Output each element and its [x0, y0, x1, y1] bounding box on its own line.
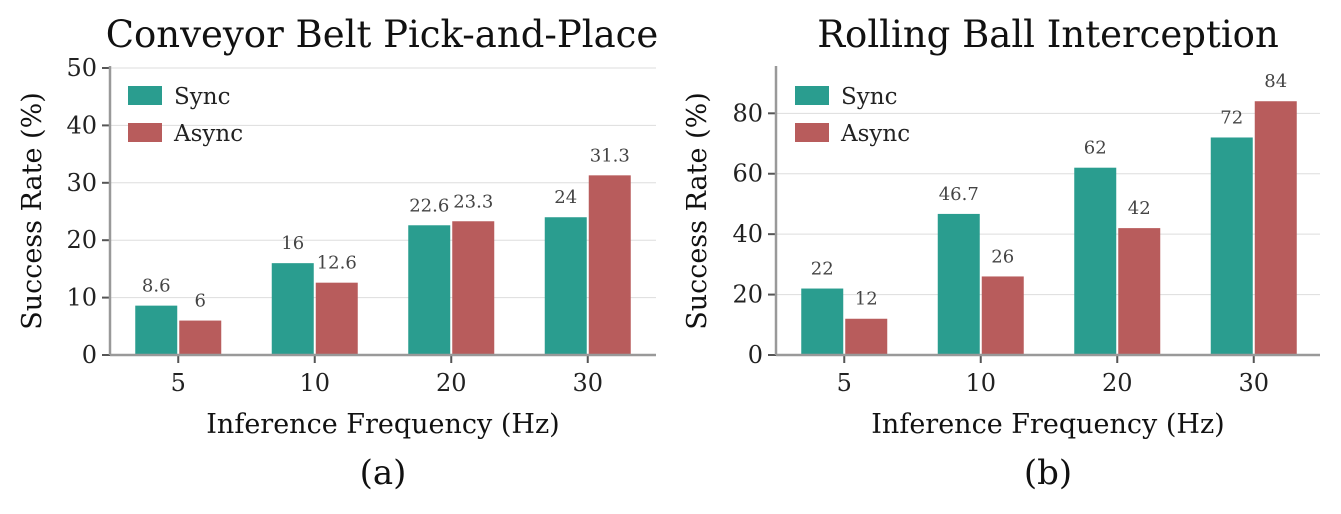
- chart-b-ytick-label: 60: [732, 160, 763, 188]
- chart-a-bar-async: [179, 320, 222, 355]
- chart-b-data-label: 84: [1264, 71, 1287, 92]
- chart-b-ytick-label: 0: [748, 341, 763, 369]
- chart-a-data-label: 31.3: [590, 145, 630, 166]
- chart-b-xtick-label: 20: [1102, 369, 1133, 397]
- chart-b-xtick-label: 30: [1238, 369, 1269, 397]
- chart-a-data-label: 16: [281, 233, 304, 254]
- chart-b-ytick-label: 40: [732, 220, 763, 248]
- chart-a-ytick-label: 30: [66, 169, 97, 197]
- chart-b-bar-sync: [937, 213, 980, 355]
- chart-b-data-label: 72: [1220, 107, 1243, 128]
- chart-b-data-label: 46.7: [939, 184, 979, 205]
- chart-b-legend-swatch-async: [795, 123, 829, 142]
- chart-b-bar-sync: [801, 288, 844, 355]
- chart-a-ylabel: Success Rate (%): [17, 92, 48, 330]
- panel-a: Conveyor Belt Pick-and-Place Inference F…: [17, 13, 658, 493]
- chart-b-legend-swatch-sync: [795, 86, 829, 105]
- chart-b-data-label: 12: [855, 289, 878, 310]
- chart-b-legend-label-sync: Sync: [841, 84, 897, 110]
- chart-b-ylabel: Success Rate (%): [682, 92, 713, 330]
- chart-b-title: Rolling Ball Interception: [817, 13, 1279, 56]
- chart-a-panel-label: (a): [360, 453, 407, 493]
- chart-b-xlabel: Inference Frequency (Hz): [871, 409, 1224, 440]
- chart-a-bar-async: [588, 175, 631, 355]
- panel-b: Rolling Ball Interception Inference Freq…: [682, 13, 1320, 493]
- chart-a-bar-async: [452, 221, 495, 355]
- chart-a-ytick-label: 50: [66, 54, 97, 82]
- chart-a-plot: 0 10 20 30 40 50 8.6 6 5 16 12.6 10 22.6 23.3 20 24 31.3…: [66, 54, 656, 397]
- chart-a-data-label: 22.6: [409, 195, 449, 216]
- chart-a-legend-label-async: Async: [173, 121, 243, 147]
- chart-a-legend-label-sync: Sync: [174, 84, 230, 110]
- chart-a-xtick-label: 20: [436, 369, 467, 397]
- chart-a-xtick-label: 30: [572, 369, 603, 397]
- chart-a-legend-swatch-async: [128, 123, 162, 142]
- chart-a-data-label: 24: [554, 187, 577, 208]
- chart-b-data-label: 42: [1128, 198, 1151, 219]
- chart-a-bar-sync: [271, 263, 314, 355]
- chart-a-ytick-label: 20: [66, 226, 97, 254]
- chart-a-data-label: 6: [195, 291, 206, 312]
- chart-a-ytick-label: 0: [82, 341, 97, 369]
- chart-a-ytick-label: 10: [66, 284, 97, 312]
- chart-b-bar-async: [981, 276, 1024, 355]
- chart-b-bar-sync: [1210, 137, 1253, 355]
- chart-a-bar-async: [315, 282, 358, 355]
- chart-b-panel-label: (b): [1024, 453, 1072, 493]
- chart-b-data-label: 22: [811, 259, 834, 280]
- chart-a-data-label: 8.6: [142, 276, 171, 297]
- chart-b-xtick-label: 10: [965, 369, 996, 397]
- chart-a-legend-swatch-sync: [128, 86, 162, 105]
- chart-a-bar-sync: [135, 305, 178, 355]
- chart-b-bar-async: [845, 318, 888, 355]
- chart-b-ytick-label: 20: [732, 281, 763, 309]
- chart-a-title: Conveyor Belt Pick-and-Place: [106, 13, 659, 56]
- chart-a-bar-sync: [408, 225, 451, 355]
- chart-b-bar-async: [1254, 101, 1297, 355]
- chart-a-xtick-label: 10: [299, 369, 330, 397]
- chart-a-xlabel: Inference Frequency (Hz): [206, 409, 559, 440]
- chart-a-data-label: 23.3: [453, 191, 493, 212]
- chart-b-data-label: 62: [1084, 138, 1107, 159]
- chart-b-legend-label-async: Async: [840, 121, 910, 147]
- chart-b-bar-async: [1118, 228, 1161, 355]
- chart-b-xtick-label: 5: [837, 369, 852, 397]
- chart-a-ytick-label: 40: [66, 111, 97, 139]
- chart-b-bar-sync: [1074, 167, 1117, 355]
- chart-a-bar-sync: [544, 217, 587, 355]
- chart-b-data-label: 26: [991, 246, 1014, 267]
- chart-a-data-label: 12.6: [317, 253, 357, 274]
- chart-a-xtick-label: 5: [171, 369, 186, 397]
- chart-b-ytick-label: 80: [732, 99, 763, 127]
- chart-b-plot: 0 20 40 60 80 22 12 5 46.7 26 10 62 42 20 72 84 30 Sync As…: [732, 66, 1320, 397]
